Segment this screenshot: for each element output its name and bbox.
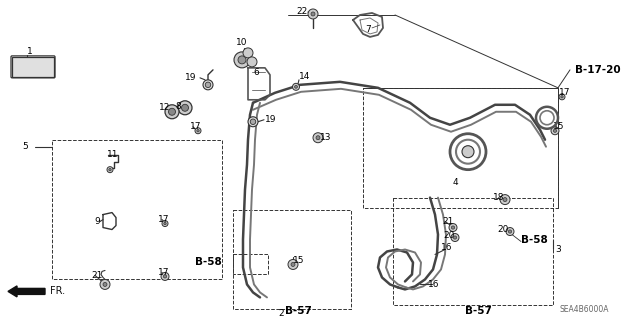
Text: 21: 21 — [91, 271, 102, 280]
Circle shape — [291, 263, 295, 266]
Text: 17: 17 — [559, 88, 570, 97]
Text: FR.: FR. — [50, 286, 65, 296]
Text: 11: 11 — [107, 150, 118, 159]
Text: 13: 13 — [320, 133, 332, 142]
Bar — [233, 255, 268, 274]
Text: 3: 3 — [555, 245, 561, 254]
Circle shape — [197, 130, 199, 132]
Circle shape — [164, 222, 166, 225]
Text: 8: 8 — [175, 102, 181, 111]
Text: 9: 9 — [94, 217, 100, 226]
Text: 15: 15 — [293, 256, 305, 265]
Circle shape — [182, 104, 189, 111]
Circle shape — [168, 108, 175, 115]
Text: 18: 18 — [493, 193, 504, 202]
Circle shape — [234, 52, 250, 68]
Bar — [52, 140, 222, 279]
Text: 22: 22 — [297, 7, 308, 17]
Circle shape — [506, 227, 514, 235]
Text: B-57: B-57 — [285, 306, 312, 316]
Circle shape — [248, 117, 258, 127]
Circle shape — [559, 94, 565, 100]
Circle shape — [561, 96, 563, 98]
Circle shape — [308, 9, 318, 19]
Circle shape — [288, 259, 298, 270]
Text: 6: 6 — [253, 68, 259, 77]
Text: 17: 17 — [158, 215, 170, 224]
FancyArrow shape — [8, 286, 45, 297]
Text: 4: 4 — [453, 178, 459, 187]
Text: 20: 20 — [498, 225, 509, 234]
Text: 15: 15 — [553, 122, 564, 131]
Circle shape — [165, 105, 179, 119]
Bar — [393, 197, 553, 305]
Text: 21: 21 — [442, 217, 453, 226]
Circle shape — [453, 236, 456, 239]
Text: 17: 17 — [190, 122, 202, 131]
Circle shape — [294, 85, 298, 88]
Text: 17: 17 — [158, 268, 170, 277]
Circle shape — [205, 82, 211, 88]
Text: 10: 10 — [236, 38, 248, 48]
Text: 5: 5 — [22, 142, 28, 151]
Bar — [233, 210, 351, 309]
Bar — [363, 88, 558, 208]
Circle shape — [247, 57, 257, 67]
Circle shape — [451, 234, 459, 241]
Circle shape — [203, 80, 213, 90]
Circle shape — [178, 101, 192, 115]
Circle shape — [163, 275, 166, 278]
Text: 12: 12 — [159, 103, 170, 112]
Text: SEA4B6000A: SEA4B6000A — [560, 305, 609, 314]
Circle shape — [109, 168, 111, 171]
Circle shape — [250, 119, 256, 124]
Circle shape — [311, 12, 315, 16]
Text: 14: 14 — [299, 72, 310, 81]
Text: B-58: B-58 — [521, 234, 548, 244]
Circle shape — [451, 226, 454, 229]
Circle shape — [551, 127, 559, 135]
Circle shape — [316, 136, 320, 140]
Text: 19: 19 — [265, 115, 276, 124]
Circle shape — [161, 272, 169, 280]
Text: B-17-20: B-17-20 — [575, 65, 621, 75]
Circle shape — [103, 282, 107, 286]
Text: 16: 16 — [428, 280, 440, 289]
Circle shape — [462, 146, 474, 158]
Text: 16: 16 — [441, 243, 452, 252]
Circle shape — [162, 220, 168, 226]
Text: 2: 2 — [278, 309, 284, 318]
Circle shape — [503, 197, 507, 202]
Text: B-58: B-58 — [195, 257, 221, 267]
Circle shape — [243, 48, 253, 58]
Circle shape — [500, 195, 510, 204]
Circle shape — [195, 128, 201, 134]
Circle shape — [107, 167, 113, 173]
Text: 1: 1 — [27, 48, 33, 56]
Circle shape — [508, 230, 511, 233]
Text: 19: 19 — [184, 73, 196, 82]
Circle shape — [238, 56, 246, 64]
Circle shape — [449, 224, 457, 232]
Circle shape — [554, 129, 557, 132]
Circle shape — [292, 83, 300, 90]
Circle shape — [100, 279, 110, 289]
Text: B-57: B-57 — [465, 306, 492, 316]
Text: 20: 20 — [444, 231, 455, 240]
Text: 7: 7 — [365, 26, 371, 34]
Bar — [12, 57, 54, 77]
Circle shape — [313, 133, 323, 143]
